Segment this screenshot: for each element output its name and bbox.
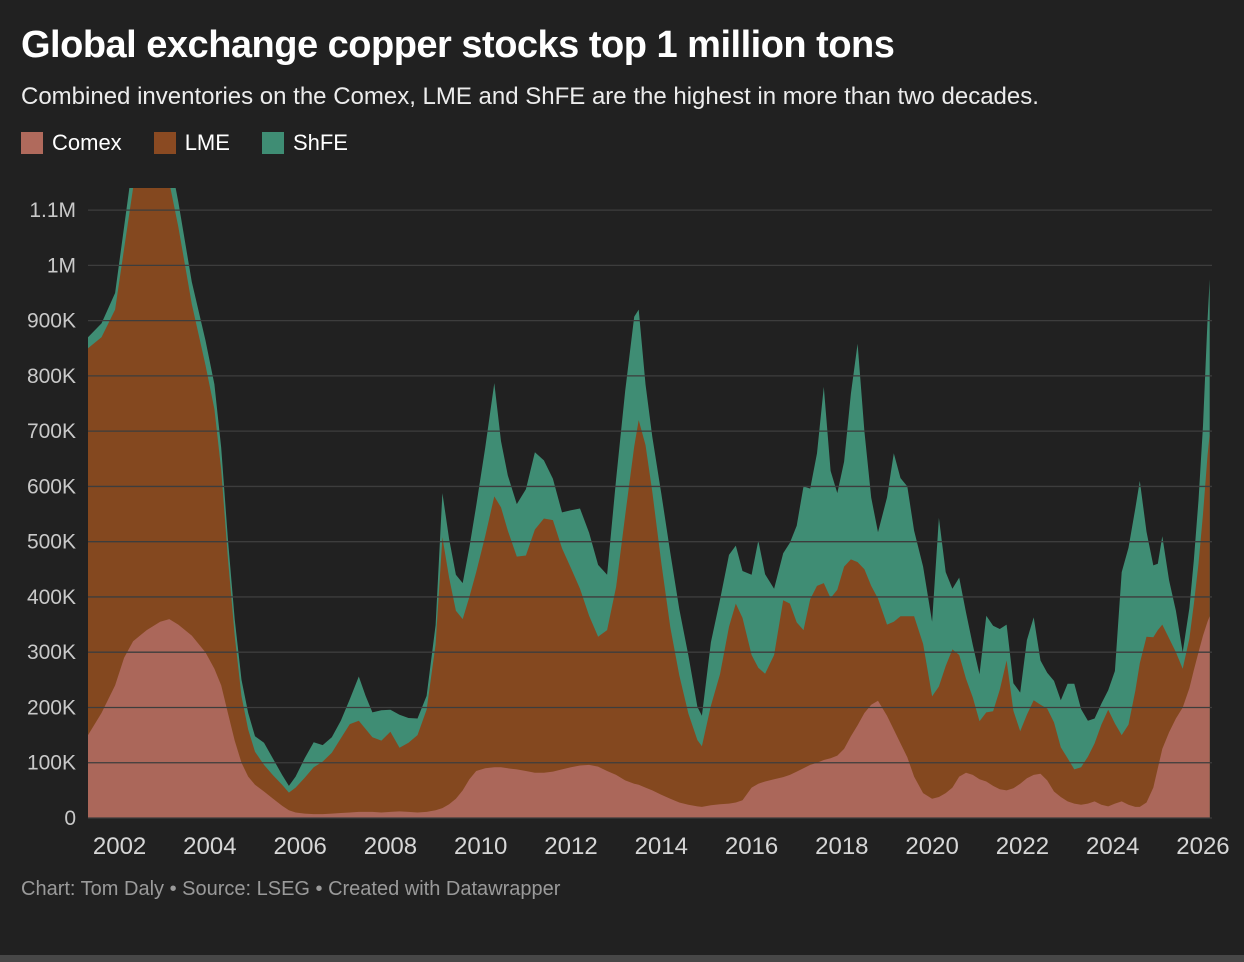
y-axis-label: 400K bbox=[27, 586, 76, 609]
y-axis-label: 1M bbox=[47, 255, 76, 278]
lme-swatch-icon bbox=[153, 132, 176, 155]
comex-swatch-icon bbox=[21, 132, 43, 155]
legend-item-lme: LME bbox=[153, 130, 230, 156]
legend-label-shfe: ShFE bbox=[292, 130, 348, 156]
area-lme bbox=[88, 188, 1210, 819]
x-axis-label: 2004 bbox=[183, 833, 236, 860]
y-axis-label: 800K bbox=[27, 365, 76, 388]
y-axis-label: 300K bbox=[27, 642, 76, 665]
x-axis-label: 2020 bbox=[905, 833, 958, 860]
stacked-area-chart: 0 100K 200K 300K 400K 500K 600K 700K 800K 900K 1M 1… bbox=[27, 188, 1230, 860]
y-axis-label: 200K bbox=[27, 697, 76, 720]
chart-card: Global exchange copper stocks top 1 mill… bbox=[0, 24, 1244, 962]
series-areas bbox=[88, 188, 1210, 819]
x-axis-label: 2016 bbox=[725, 833, 778, 860]
legend-label-lme: LME bbox=[184, 130, 230, 156]
chart-footer: Chart: Tom Daly • Source: LSEG • Created… bbox=[21, 878, 561, 901]
grid: 0 100K 200K 300K 400K 500K 600K 700K 800K 900K 1M 1… bbox=[27, 200, 1212, 830]
chart-area: 0 100K 200K 300K 400K 500K 600K 700K 800K 900K 1M 1… bbox=[0, 162, 1244, 862]
chart-subtitle: Combined inventories on the Comex, LME a… bbox=[21, 82, 1039, 110]
x-axis-label: 2014 bbox=[635, 833, 688, 860]
x-axis-label: 2002 bbox=[93, 833, 146, 860]
y-axis-label: 700K bbox=[27, 421, 76, 444]
x-axis-label: 2026 bbox=[1176, 833, 1229, 860]
x-axis-label: 2012 bbox=[544, 833, 597, 860]
y-axis-label: 900K bbox=[27, 310, 76, 333]
x-axis-label: 2024 bbox=[1086, 833, 1139, 860]
x-axis: 2002 2004 2006 2008 2010 2012 2014 2016 2018 2020… bbox=[93, 833, 1230, 860]
x-axis-label: 2006 bbox=[273, 833, 326, 860]
y-axis-label: 100K bbox=[27, 752, 76, 775]
x-axis-label: 2018 bbox=[815, 833, 868, 860]
y-axis-label: 600K bbox=[27, 476, 76, 499]
legend-label-comex: Comex bbox=[52, 130, 122, 156]
x-axis-label: 2008 bbox=[364, 833, 417, 860]
shfe-swatch-icon bbox=[261, 132, 284, 155]
x-axis-label: 2010 bbox=[454, 833, 507, 860]
y-axis-label: 500K bbox=[27, 531, 76, 554]
bottom-strip bbox=[0, 955, 1244, 962]
legend-item-shfe: ShFE bbox=[261, 130, 348, 156]
legend-item-comex: Comex bbox=[21, 130, 122, 156]
chart-title: Global exchange copper stocks top 1 mill… bbox=[21, 24, 895, 66]
area-comex bbox=[88, 616, 1210, 819]
legend: Comex LME ShFE bbox=[21, 130, 1220, 156]
x-axis-label: 2022 bbox=[996, 833, 1049, 860]
y-axis-label: 1.1M bbox=[29, 200, 76, 223]
y-axis-label: 0 bbox=[64, 807, 76, 830]
